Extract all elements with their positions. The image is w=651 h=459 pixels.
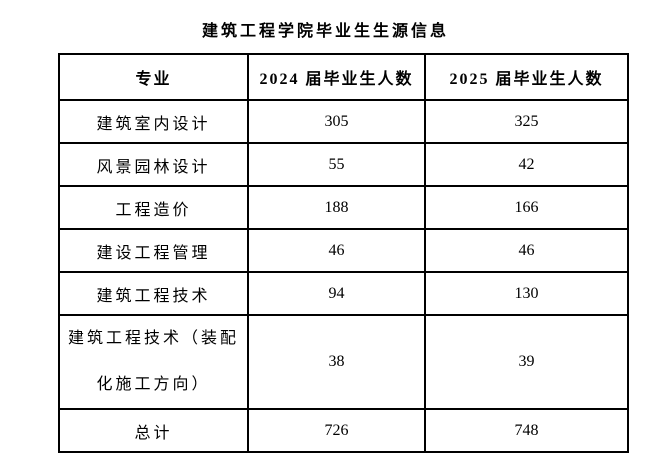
count-2025-cell: 46 — [424, 228, 629, 273]
count-2024-cell: 94 — [247, 271, 426, 316]
major-cell: 建筑工程技术 — [58, 271, 249, 316]
major-cell: 总计 — [58, 408, 249, 453]
count-2025-cell: 42 — [424, 142, 629, 187]
count-2025-cell: 166 — [424, 185, 629, 230]
graduate-source-table: 专业 2024 届毕业生人数 2025 届毕业生人数 建筑室内设计 305 32… — [58, 53, 629, 453]
count-2025-cell: 130 — [424, 271, 629, 316]
major-cell: 工程造价 — [58, 185, 249, 230]
count-2025-cell: 748 — [424, 408, 629, 453]
major-cell: 建筑室内设计 — [58, 99, 249, 144]
major-cell: 建筑工程技术（装配化施工方向） — [58, 314, 249, 410]
count-2024-cell: 188 — [247, 185, 426, 230]
major-cell: 风景园林设计 — [58, 142, 249, 187]
table-header-row: 专业 2024 届毕业生人数 2025 届毕业生人数 — [58, 53, 629, 101]
header-2024-count: 2024 届毕业生人数 — [247, 53, 426, 101]
major-cell: 建设工程管理 — [58, 228, 249, 273]
count-2024-cell: 38 — [247, 314, 426, 410]
count-2025-cell: 39 — [424, 314, 629, 410]
header-major: 专业 — [58, 53, 249, 101]
table-row: 工程造价 188 166 — [58, 185, 629, 230]
table-row-total: 总计 726 748 — [58, 408, 629, 453]
table-row: 建设工程管理 46 46 — [58, 228, 629, 273]
table-row: 建筑工程技术（装配化施工方向） 38 39 — [58, 314, 629, 410]
count-2024-cell: 55 — [247, 142, 426, 187]
table-row: 建筑室内设计 305 325 — [58, 99, 629, 144]
table-row: 建筑工程技术 94 130 — [58, 271, 629, 316]
count-2025-cell: 325 — [424, 99, 629, 144]
page-title: 建筑工程学院毕业生生源信息 — [201, 23, 449, 40]
count-2024-cell: 46 — [247, 228, 426, 273]
table-row: 风景园林设计 55 42 — [58, 142, 629, 187]
count-2024-cell: 305 — [247, 99, 426, 144]
count-2024-cell: 726 — [247, 408, 426, 453]
header-2025-count: 2025 届毕业生人数 — [424, 53, 629, 101]
